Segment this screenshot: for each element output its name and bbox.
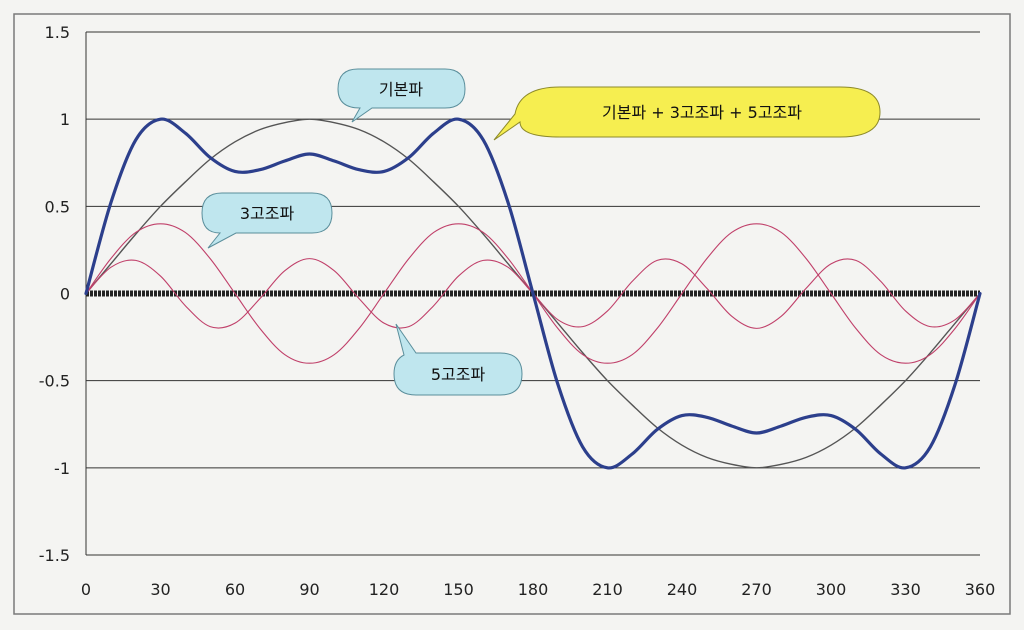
- x-tick-label: 150: [443, 580, 474, 599]
- callout-sum: 기본파 + 3고조파 + 5고조파: [493, 86, 881, 141]
- callout-fundamental-bubble: [337, 68, 466, 123]
- x-tick-label: 210: [592, 580, 623, 599]
- callout-fundamental: 기본파: [337, 68, 466, 123]
- chart-frame: [13, 13, 1011, 615]
- callout-third-text: 3고조파: [240, 204, 295, 223]
- x-tick-label: 270: [741, 580, 772, 599]
- callout-third-bubble: [201, 192, 333, 249]
- x-tick-label: 300: [816, 580, 847, 599]
- x-tick-label: 90: [299, 580, 319, 599]
- y-tick-label: 1.5: [45, 23, 70, 42]
- x-tick-label: 0: [81, 580, 91, 599]
- y-tick-label: -1: [54, 459, 70, 478]
- x-tick-label: 360: [965, 580, 996, 599]
- x-tick-label: 330: [890, 580, 921, 599]
- y-tick-label: 0: [60, 285, 70, 304]
- x-tick-label: 60: [225, 580, 245, 599]
- y-tick-label: -0.5: [39, 372, 70, 391]
- y-tick-label: 1: [60, 110, 70, 129]
- series-lines: [84, 117, 982, 470]
- y-tick-label: 0.5: [45, 197, 70, 216]
- y-tick-label: -1.5: [39, 546, 70, 565]
- callout-sum-bubble: [493, 86, 881, 141]
- callout-fifth-harmonic: 5고조파: [393, 323, 523, 396]
- x-tick-label: 240: [667, 580, 698, 599]
- x-tick-label: 180: [518, 580, 549, 599]
- series-sum: [84, 117, 982, 470]
- callout-fifth-text: 5고조파: [431, 365, 486, 384]
- callout-sum-text: 기본파 + 3고조파 + 5고조파: [602, 103, 802, 122]
- callouts: 기본파 기본파 + 3고조파 + 5고조파 3고조파 5고조파: [201, 68, 881, 396]
- x-tick-label: 120: [369, 580, 400, 599]
- callout-third-harmonic: 3고조파: [201, 192, 333, 249]
- callout-fifth-bubble: [393, 323, 523, 396]
- x-tick-label: 30: [150, 580, 170, 599]
- callout-fundamental-text: 기본파: [379, 80, 423, 99]
